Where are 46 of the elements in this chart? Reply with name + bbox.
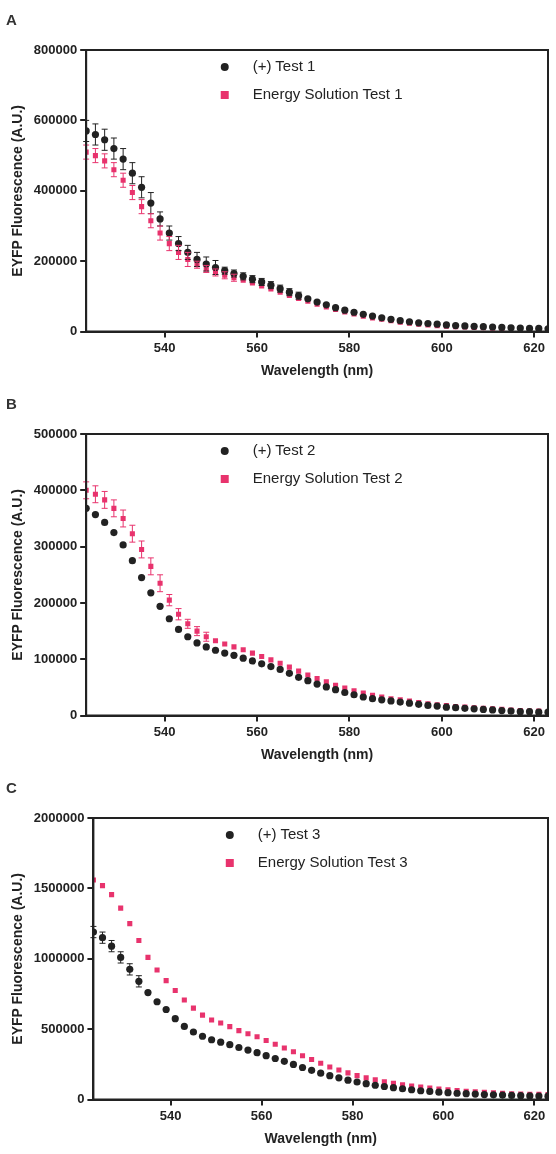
x-tick-label: 620 [523, 723, 545, 739]
y-tick-label: 0 [77, 1091, 85, 1107]
y-tick-label: 1500000 [33, 879, 85, 895]
y-tick-label: 300000 [33, 538, 78, 554]
x-tick-label: 580 [338, 339, 361, 355]
x-axis-title: Wavelength (nm) [260, 746, 374, 763]
y-tick-label: 200000 [33, 594, 78, 610]
y-tick-label: 1000000 [33, 950, 85, 966]
chart-title: A [6, 11, 17, 29]
legend-label: Energy Solution Test 2 [252, 469, 403, 487]
x-tick-label: 620 [523, 339, 545, 355]
x-tick-label: 560 [246, 339, 268, 355]
x-tick-label: 620 [523, 1107, 546, 1123]
y-tick-label: 800000 [33, 41, 78, 57]
y-tick-label: 2000000 [33, 809, 85, 825]
y-tick-label: 400000 [33, 182, 78, 198]
chart-title: C [6, 779, 17, 797]
y-tick-label: 500000 [41, 1020, 85, 1036]
x-tick-label: 540 [153, 723, 176, 739]
legend-label: (+) Test 3 [257, 825, 321, 843]
x-tick-label: 540 [159, 1107, 182, 1123]
x-tick-label: 600 [432, 1107, 455, 1123]
legend-label: (+) Test 1 [252, 57, 316, 75]
y-tick-label: 100000 [33, 650, 78, 666]
y-axis-title: EYFP Fluorescence (A.U.) [9, 488, 26, 661]
x-tick-label: 540 [153, 339, 176, 355]
x-tick-label: 560 [246, 723, 268, 739]
legend-label: Energy Solution Test 1 [252, 85, 403, 103]
x-tick-label: 580 [338, 723, 361, 739]
x-tick-label: 580 [341, 1107, 364, 1123]
chart-title: B [6, 395, 17, 413]
y-axis-title: EYFP Fluorescence (A.U.) [9, 872, 26, 1045]
legend-label: Energy Solution Test 3 [257, 853, 408, 871]
y-tick-label: 500000 [33, 425, 78, 441]
x-axis-title: Wavelength (nm) [264, 1130, 377, 1147]
x-tick-label: 600 [430, 339, 453, 355]
legend-label: (+) Test 2 [252, 441, 316, 459]
y-tick-label: 0 [69, 323, 78, 339]
y-tick-label: 0 [69, 707, 78, 723]
y-tick-label: 600000 [33, 111, 78, 127]
y-tick-label: 400000 [33, 481, 78, 497]
x-tick-label: 600 [430, 723, 453, 739]
y-tick-label: 200000 [33, 252, 78, 268]
x-tick-label: 560 [250, 1107, 273, 1123]
x-axis-title: Wavelength (nm) [260, 362, 374, 379]
y-axis-title: EYFP Fluorescence (A.U.) [9, 104, 26, 277]
